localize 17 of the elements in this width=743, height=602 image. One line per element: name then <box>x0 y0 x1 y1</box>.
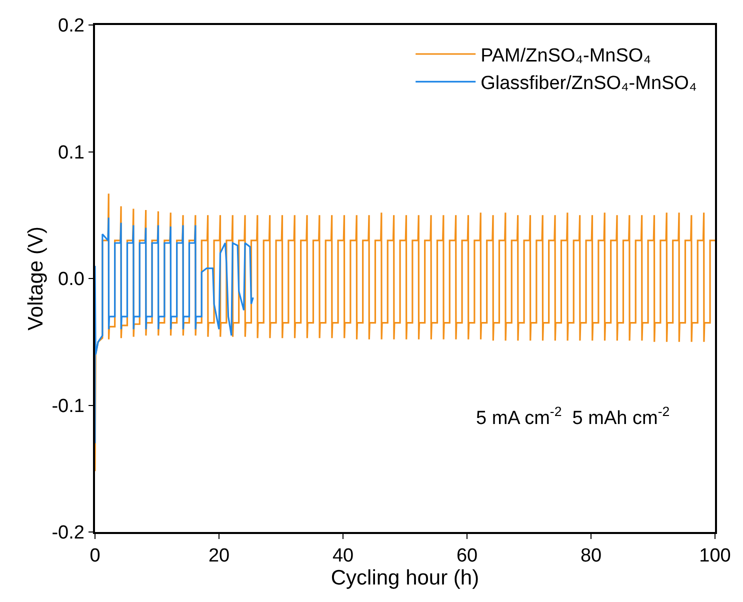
x-tick-label: 0 <box>90 546 100 567</box>
legend-label: Glassfiber/ZnSO₄-MnSO₄ <box>480 73 697 94</box>
y-tick-label: 0.0 <box>58 269 84 290</box>
x-tick-label: 60 <box>456 546 478 567</box>
x-tick-label: 100 <box>699 546 731 567</box>
legend-label: PAM/ZnSO₄-MnSO₄ <box>480 45 652 66</box>
x-axis-title: Cycling hour (h) <box>330 566 480 590</box>
x-tick-label: 40 <box>332 546 354 567</box>
x-tick-label: 20 <box>208 546 230 567</box>
y-tick-label: 0.1 <box>58 142 84 164</box>
y-tick-label: 0.2 <box>58 16 84 37</box>
annotation: 5 mA cm$^{-2}$ 5 mAh cm$^{-2}$ <box>476 404 670 429</box>
line-series <box>95 216 254 444</box>
y-tick-label: -0.1 <box>52 396 84 417</box>
y-tick-label: -0.2 <box>52 522 84 544</box>
y-axis-title: Voltage (V) <box>24 226 48 330</box>
x-tick-label: 80 <box>580 546 602 567</box>
